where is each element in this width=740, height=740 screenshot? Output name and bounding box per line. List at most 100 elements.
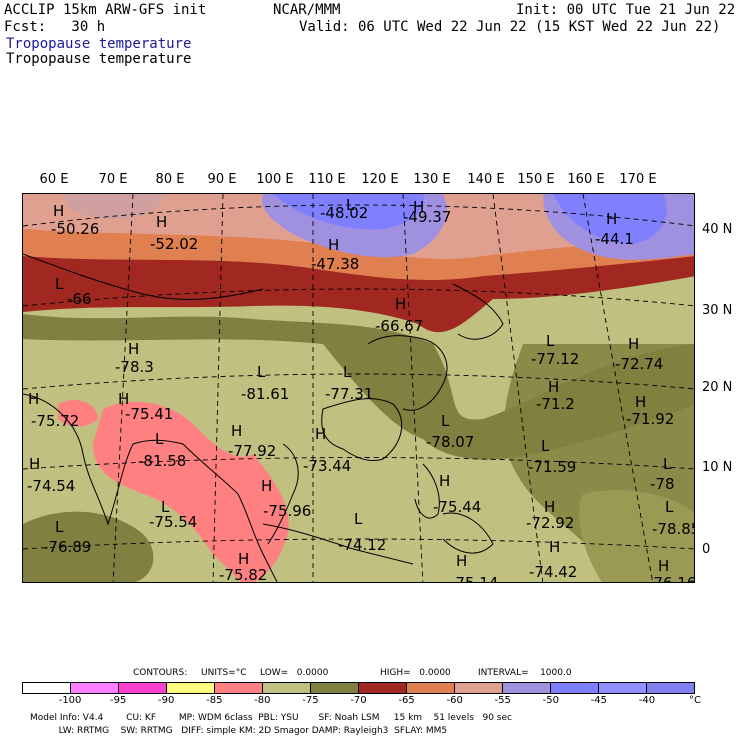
high-marker: H bbox=[28, 390, 39, 408]
extremum-value: -81.61 bbox=[241, 385, 289, 403]
high-marker: H bbox=[439, 472, 450, 490]
colorbar-tick-label: -75 bbox=[302, 695, 319, 706]
cold-patch-west bbox=[58, 399, 98, 427]
dark-olive-se bbox=[579, 490, 694, 582]
colorbar-tick-label: -80 bbox=[254, 695, 271, 706]
extremum-value: -44.1 bbox=[595, 230, 634, 248]
init-time: Init: 00 UTC Tue 21 Jun 22 bbox=[516, 2, 736, 18]
colorbar-cell bbox=[407, 683, 455, 693]
lon-label: 160 E bbox=[567, 172, 605, 187]
extremum-value: -75.41 bbox=[125, 405, 173, 423]
contour-units: UNITS=°C bbox=[201, 668, 247, 678]
lon-label: 80 E bbox=[155, 172, 185, 187]
colorbar-tick-label: -90 bbox=[158, 695, 175, 706]
colorbar-cell bbox=[119, 683, 167, 693]
colorbar-tick-label: -85 bbox=[206, 695, 223, 706]
extremum-value: -78.3 bbox=[115, 358, 154, 376]
colorbar-tick-label: °C bbox=[689, 695, 701, 706]
high-marker: H bbox=[658, 557, 669, 575]
model-info-line2: LW: RRTMG SW: RRTMG DIFF: simple KM: 2D … bbox=[30, 726, 448, 736]
high-marker: H bbox=[128, 340, 139, 358]
colorbar bbox=[22, 682, 695, 694]
extremum-value: -75.82 bbox=[219, 566, 267, 583]
lat-label: 40 N bbox=[702, 222, 733, 237]
extremum-value: -75.96 bbox=[263, 502, 311, 520]
colorbar-tick-label: -60 bbox=[446, 695, 463, 706]
extremum-value: -72.74 bbox=[615, 355, 663, 373]
org-label: NCAR/MMM bbox=[273, 2, 341, 18]
graticule bbox=[23, 194, 694, 582]
valid-time: Valid: 06 UTC Wed 22 Jun 22 (15 KST Wed … bbox=[299, 19, 721, 35]
high-marker: H bbox=[261, 477, 272, 495]
blue-region-pacific bbox=[553, 194, 667, 244]
extremum-value: -78.07 bbox=[426, 433, 474, 451]
lon-label: 130 E bbox=[413, 172, 451, 187]
extremum-value: -52.02 bbox=[150, 235, 198, 253]
colorbar-tick-label: -100 bbox=[58, 695, 82, 706]
lat-label: 30 N bbox=[702, 303, 733, 318]
high-marker: H bbox=[156, 213, 167, 231]
lat-label: 10 N bbox=[702, 460, 733, 475]
extremum-value: -78.85 bbox=[652, 520, 695, 538]
map-panel: H -50.26 H -52.02 L -48.02 H -49.37 H -47.38 H -44.… bbox=[22, 193, 695, 583]
colorbar-cell bbox=[263, 683, 311, 693]
extremum-value: -48.02 bbox=[320, 204, 368, 222]
extremum-value: -50.26 bbox=[51, 220, 99, 238]
low-marker: L bbox=[546, 332, 555, 350]
lon-label: 60 E bbox=[39, 172, 69, 187]
extremum-value: -72.92 bbox=[526, 514, 574, 532]
high-marker: H bbox=[118, 390, 129, 408]
blue-region-mongolia bbox=[273, 194, 424, 230]
low-marker: L bbox=[541, 437, 550, 455]
lon-label: 110 E bbox=[308, 172, 346, 187]
colorbar-cell bbox=[503, 683, 551, 693]
extremum-value: -71.2 bbox=[536, 395, 575, 413]
salmon-region-west bbox=[63, 194, 163, 219]
extremum-value: -81.58 bbox=[138, 452, 186, 470]
low-marker: L bbox=[55, 518, 64, 536]
colorbar-tick-label: -95 bbox=[109, 695, 127, 706]
forecast-hour: Fcst: 30 h bbox=[4, 19, 106, 35]
field-subtitle: Tropopause temperature bbox=[6, 51, 192, 67]
dark-olive-sw bbox=[23, 511, 154, 582]
high-marker: H bbox=[606, 210, 617, 228]
extremum-value: -75.54 bbox=[149, 513, 197, 531]
colorbar-cell bbox=[599, 683, 647, 693]
colorbar-cell bbox=[551, 683, 599, 693]
low-marker: L bbox=[354, 510, 363, 528]
extrema-labels: H-50.26 H-52.02L-48.02 H-49.37H-47.38H-44.… bbox=[27, 196, 695, 583]
extremum-value: -71.92 bbox=[626, 410, 674, 428]
colorbar-cell bbox=[23, 683, 71, 693]
low-marker: L bbox=[161, 498, 170, 516]
model-title: ACCLIP 15km ARW-GFS init bbox=[4, 2, 207, 18]
extremum-value: -76.89 bbox=[43, 538, 91, 556]
high-marker: H bbox=[549, 538, 560, 556]
low-marker: L bbox=[55, 275, 64, 293]
low-marker: L bbox=[346, 196, 355, 214]
extremum-value: -75.14 bbox=[450, 574, 498, 583]
colorbar-tick-label: -70 bbox=[350, 695, 367, 706]
model-info-line1: Model Info: V4.4 CU: KF MP: WDM 6class P… bbox=[30, 713, 512, 723]
extremum-value: -76.16 bbox=[648, 574, 695, 583]
low-marker: L bbox=[155, 430, 164, 448]
lon-label: 140 E bbox=[467, 172, 505, 187]
field-title: Tropopause temperature bbox=[6, 36, 192, 52]
high-marker: H bbox=[231, 422, 242, 440]
extremum-value: -47.38 bbox=[311, 255, 359, 273]
lat-label: 0 bbox=[702, 542, 711, 557]
lat-label: 20 N bbox=[702, 380, 733, 395]
colorbar-tick-label: -55 bbox=[494, 695, 511, 706]
low-marker: L bbox=[663, 455, 672, 473]
extremum-value: -66.67 bbox=[375, 317, 423, 335]
colorbar-tick-label: -65 bbox=[398, 695, 415, 706]
extremum-value: -71.59 bbox=[528, 458, 576, 476]
low-marker: L bbox=[257, 363, 266, 381]
lon-label: 170 E bbox=[619, 172, 657, 187]
extremum-value: -74.54 bbox=[27, 477, 75, 495]
extremum-value: -49.37 bbox=[403, 208, 451, 226]
colorbar-cell bbox=[215, 683, 263, 693]
low-marker: L bbox=[665, 498, 674, 516]
tropopause-map: H-50.26 H-52.02L-48.02 H-49.37H-47.38H-44.… bbox=[23, 194, 695, 583]
colorbar-cell bbox=[455, 683, 503, 693]
high-marker: H bbox=[315, 425, 326, 443]
